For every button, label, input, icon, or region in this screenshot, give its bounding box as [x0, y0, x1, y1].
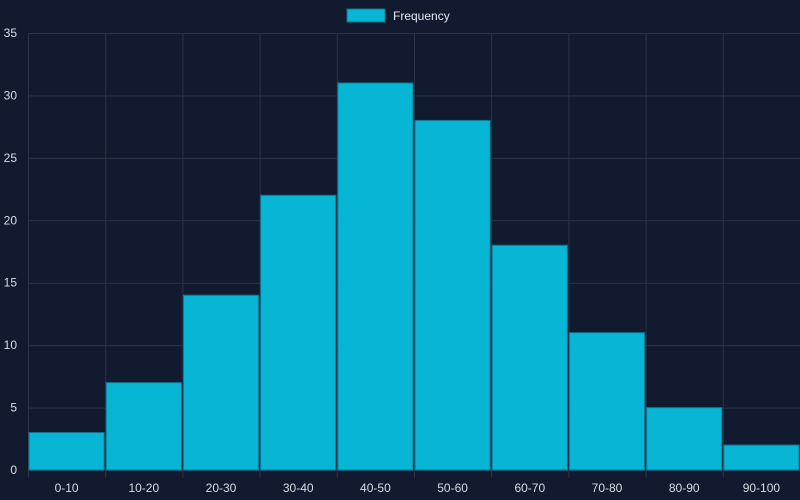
x-tick-label: 20-30	[206, 481, 237, 495]
x-tick-label: 80-90	[669, 481, 700, 495]
x-tick-label: 10-20	[128, 481, 159, 495]
histogram-bar[interactable]	[568, 332, 646, 471]
x-tick-label: 90-100	[743, 481, 781, 495]
x-tick-label: 30-40	[283, 481, 314, 495]
y-tick-label: 20	[4, 213, 18, 227]
histogram-bar[interactable]	[723, 444, 800, 471]
histogram-bar[interactable]	[337, 82, 414, 471]
legend-swatch	[346, 8, 386, 23]
histogram-bar[interactable]	[491, 244, 568, 471]
y-tick-label: 25	[4, 151, 18, 165]
x-tick-label: 0-10	[55, 481, 79, 495]
histogram-bar[interactable]	[646, 407, 723, 471]
x-tick-label: 40-50	[360, 481, 391, 495]
histogram-bar[interactable]	[182, 294, 260, 471]
grid-layer	[28, 33, 800, 478]
x-tick-label: 50-60	[437, 481, 468, 495]
y-tick-label: 5	[10, 401, 17, 415]
legend-label: Frequency	[393, 9, 450, 23]
x-tick-label: 70-80	[592, 481, 623, 495]
bars-layer	[28, 82, 800, 471]
histogram-bar[interactable]	[105, 382, 182, 471]
y-tick-label: 30	[4, 88, 18, 102]
x-tick-label: 60-70	[514, 481, 545, 495]
legend[interactable]: Frequency	[346, 8, 450, 23]
axis-layer: 0 5 10 15 20 25 30 35 0-10 10-20 20-30 30-40 40-50 50…	[4, 26, 781, 495]
histogram-bar[interactable]	[260, 194, 337, 471]
y-tick-label: 0	[10, 463, 17, 477]
histogram-bar[interactable]	[414, 119, 491, 471]
y-tick-label: 10	[4, 338, 18, 352]
histogram-bar[interactable]	[28, 432, 105, 471]
y-tick-label: 15	[4, 276, 18, 290]
y-tick-label: 35	[4, 26, 18, 40]
